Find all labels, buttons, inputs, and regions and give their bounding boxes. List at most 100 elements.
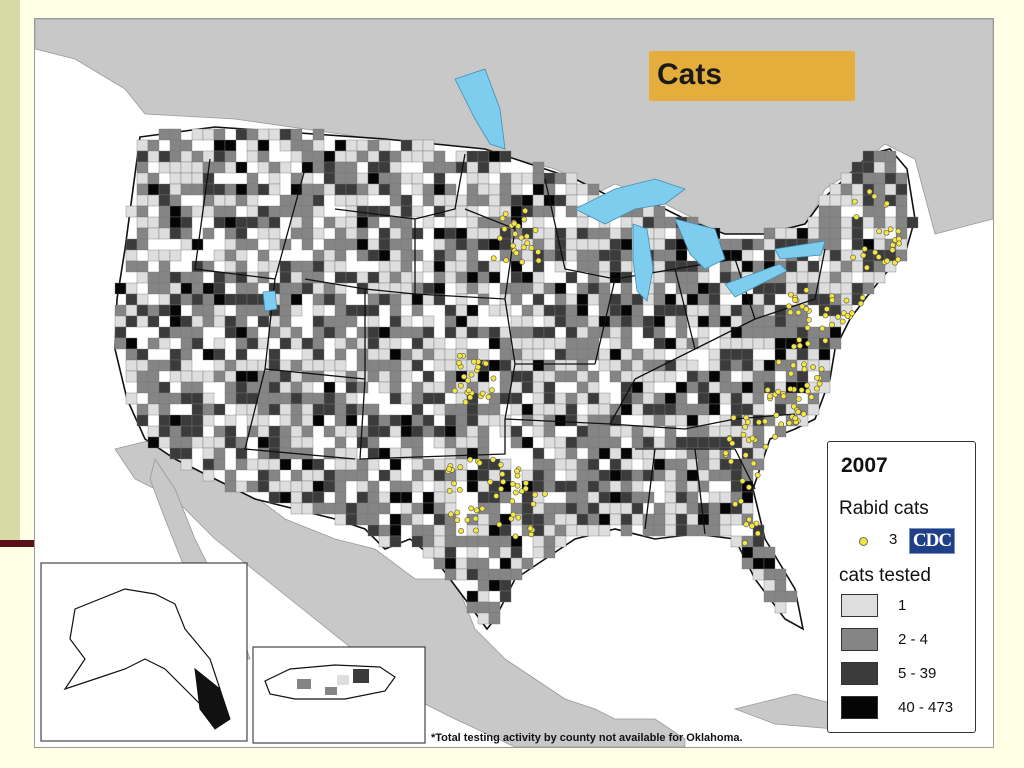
county-cell bbox=[202, 205, 215, 218]
county-cell bbox=[873, 172, 886, 185]
county-cell bbox=[609, 370, 622, 383]
county-cell bbox=[334, 469, 347, 482]
rabid-cat-point bbox=[746, 484, 752, 491]
county-cell bbox=[532, 348, 545, 361]
county-cell bbox=[246, 370, 259, 383]
county-cell bbox=[499, 172, 512, 185]
county-cell bbox=[565, 447, 578, 460]
county-cell bbox=[499, 381, 512, 394]
county-cell bbox=[345, 513, 358, 526]
county-cell bbox=[312, 194, 325, 207]
county-cell bbox=[466, 282, 479, 295]
county-cell bbox=[235, 183, 248, 196]
county-cell bbox=[422, 194, 435, 207]
county-cell bbox=[301, 458, 314, 471]
county-cell bbox=[554, 447, 567, 460]
county-cell bbox=[433, 425, 446, 438]
rabid-cat-point bbox=[787, 309, 794, 316]
county-cell bbox=[257, 403, 270, 416]
county-cell bbox=[312, 128, 325, 141]
county-cell bbox=[565, 392, 578, 405]
rabid-cat-point bbox=[866, 188, 873, 195]
county-cell bbox=[213, 370, 226, 383]
rabid-cat-dot-icon bbox=[859, 537, 868, 546]
county-cell bbox=[389, 491, 402, 504]
county-cell bbox=[312, 293, 325, 306]
county-cell bbox=[180, 150, 193, 163]
county-cell bbox=[422, 260, 435, 273]
county-cell bbox=[323, 282, 336, 295]
county-cell bbox=[587, 238, 600, 251]
county-cell bbox=[345, 139, 358, 152]
county-cell bbox=[510, 436, 523, 449]
rabid-cat-point bbox=[805, 340, 811, 347]
county-cell bbox=[554, 502, 567, 515]
county-cell bbox=[202, 293, 215, 306]
county-cell bbox=[345, 150, 358, 163]
rabid-cat-point bbox=[754, 472, 761, 479]
rabid-cat-point bbox=[772, 433, 778, 440]
county-cell bbox=[697, 436, 710, 449]
rabid-cat-point bbox=[804, 382, 810, 389]
county-cell bbox=[510, 172, 523, 185]
county-cell bbox=[367, 271, 380, 284]
county-cell bbox=[829, 183, 842, 196]
county-cell bbox=[136, 260, 149, 273]
county-cell bbox=[774, 326, 787, 339]
county-cell bbox=[367, 249, 380, 262]
county-cell bbox=[587, 480, 600, 493]
county-cell bbox=[609, 271, 622, 284]
county-cell bbox=[378, 414, 391, 427]
county-cell bbox=[532, 238, 545, 251]
county-cell bbox=[367, 293, 380, 306]
rabid-cat-point bbox=[829, 321, 835, 328]
county-cell bbox=[301, 392, 314, 405]
county-cell bbox=[444, 326, 457, 339]
county-cell bbox=[367, 216, 380, 229]
county-cell bbox=[169, 183, 182, 196]
county-cell bbox=[543, 337, 556, 350]
county-cell bbox=[686, 359, 699, 372]
county-cell bbox=[147, 304, 160, 317]
county-cell bbox=[367, 513, 380, 526]
county-cell bbox=[235, 370, 248, 383]
county-cell bbox=[433, 469, 446, 482]
county-cell bbox=[367, 524, 380, 537]
county-cell bbox=[499, 590, 512, 603]
county-cell bbox=[246, 337, 259, 350]
rabid-cat-point bbox=[456, 486, 463, 493]
county-cell bbox=[125, 238, 138, 251]
county-cell bbox=[774, 348, 787, 361]
county-cell bbox=[323, 172, 336, 185]
county-cell bbox=[257, 260, 270, 273]
county-cell bbox=[367, 403, 380, 416]
county-cell bbox=[697, 370, 710, 383]
county-cell bbox=[422, 414, 435, 427]
rabid-cat-point bbox=[775, 359, 782, 365]
county-cell bbox=[279, 480, 292, 493]
county-cell bbox=[444, 491, 457, 504]
county-cell bbox=[444, 425, 457, 438]
county-cell bbox=[411, 469, 424, 482]
rabid-cat-point bbox=[502, 211, 509, 217]
county-cell bbox=[444, 304, 457, 317]
county-cell bbox=[642, 315, 655, 328]
legend-bin: 1 bbox=[841, 594, 971, 618]
county-cell bbox=[521, 557, 534, 570]
county-cell bbox=[378, 150, 391, 163]
county-cell bbox=[433, 348, 446, 361]
mexico-land bbox=[114, 438, 686, 747]
county-cell bbox=[334, 348, 347, 361]
county-cell bbox=[301, 502, 314, 515]
county-cell bbox=[631, 513, 644, 526]
county-cell bbox=[675, 326, 688, 339]
county-cell bbox=[279, 293, 292, 306]
county-cell bbox=[290, 436, 303, 449]
county-cell bbox=[169, 315, 182, 328]
county-cell bbox=[466, 535, 479, 548]
county-cell bbox=[851, 183, 864, 196]
county-cell bbox=[125, 348, 138, 361]
county-cell bbox=[268, 172, 281, 185]
county-cell bbox=[169, 293, 182, 306]
rabid-cat-point bbox=[487, 479, 494, 485]
